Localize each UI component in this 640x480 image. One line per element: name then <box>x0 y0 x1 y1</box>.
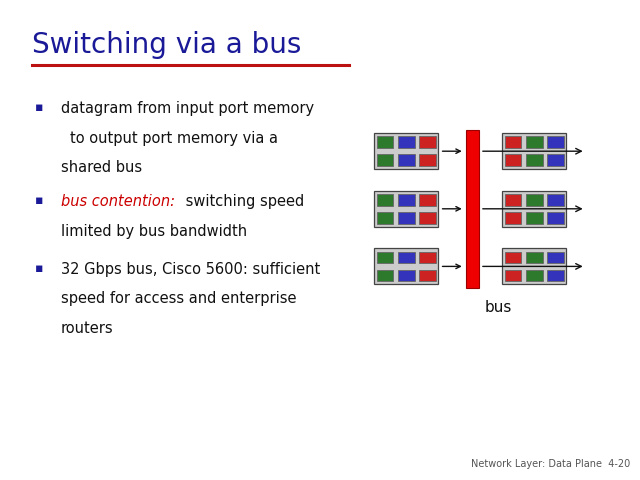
Text: ▪: ▪ <box>35 262 44 275</box>
Bar <box>505 270 522 281</box>
Bar <box>547 194 564 205</box>
Text: Network Layer: Data Plane  4-20: Network Layer: Data Plane 4-20 <box>471 459 630 469</box>
Bar <box>526 136 543 148</box>
Bar <box>526 252 543 263</box>
Bar <box>374 249 438 284</box>
Bar <box>398 212 415 224</box>
Text: speed for access and enterprise: speed for access and enterprise <box>61 291 296 306</box>
Bar <box>502 249 566 284</box>
Text: to output port memory via a: to output port memory via a <box>70 131 278 145</box>
Bar <box>419 252 436 263</box>
Bar <box>526 270 543 281</box>
Text: limited by bus bandwidth: limited by bus bandwidth <box>61 224 247 239</box>
Bar <box>377 212 394 224</box>
Text: ▪: ▪ <box>35 101 44 114</box>
Bar <box>547 270 564 281</box>
Bar <box>466 130 479 288</box>
Bar <box>374 191 438 227</box>
Bar <box>398 270 415 281</box>
Bar <box>374 133 438 169</box>
Text: routers: routers <box>61 321 113 336</box>
Bar <box>377 194 394 205</box>
Bar <box>377 136 394 148</box>
Text: datagram from input port memory: datagram from input port memory <box>61 101 314 116</box>
Bar <box>419 270 436 281</box>
Bar <box>505 194 522 205</box>
Bar <box>547 212 564 224</box>
Bar <box>377 270 394 281</box>
Bar <box>505 252 522 263</box>
Bar <box>419 212 436 224</box>
Text: shared bus: shared bus <box>61 160 142 175</box>
Bar <box>526 212 543 224</box>
Bar <box>547 252 564 263</box>
Bar <box>398 252 415 263</box>
Bar <box>377 155 394 166</box>
Bar <box>398 194 415 205</box>
Bar <box>377 252 394 263</box>
Text: 32 Gbps bus, Cisco 5600: sufficient: 32 Gbps bus, Cisco 5600: sufficient <box>61 262 320 276</box>
Text: bus contention:: bus contention: <box>61 194 179 209</box>
Text: ▪: ▪ <box>35 194 44 207</box>
Text: bus: bus <box>484 300 511 315</box>
Bar <box>502 133 566 169</box>
Bar <box>398 155 415 166</box>
Bar <box>547 136 564 148</box>
Bar <box>526 155 543 166</box>
Bar <box>398 136 415 148</box>
Bar <box>419 194 436 205</box>
Bar <box>419 155 436 166</box>
Bar <box>502 191 566 227</box>
Bar <box>505 155 522 166</box>
Bar <box>505 136 522 148</box>
Text: switching speed: switching speed <box>181 194 305 209</box>
Bar <box>547 155 564 166</box>
Text: Switching via a bus: Switching via a bus <box>32 31 301 59</box>
Bar <box>505 212 522 224</box>
Bar <box>419 136 436 148</box>
Bar <box>526 194 543 205</box>
